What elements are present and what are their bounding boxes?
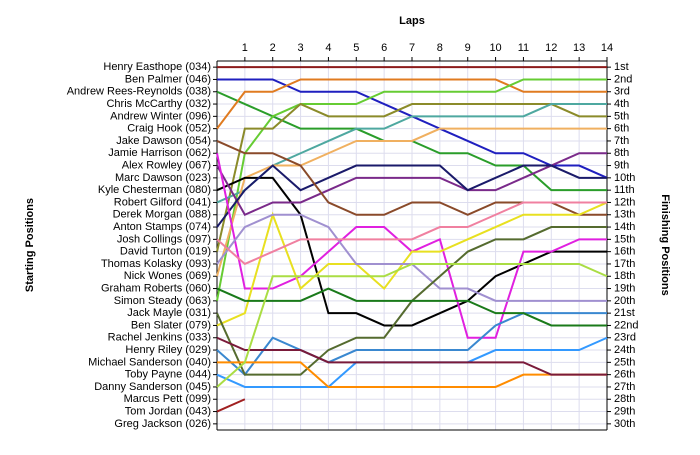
y2-tick-label: 19th — [614, 282, 635, 294]
y-tick-label: Thomas Kolasky (093) — [101, 258, 211, 270]
y2-tick-label: 14th — [614, 221, 635, 233]
y2-tick-label: 23rd — [614, 332, 636, 344]
x-tick-label: 13 — [573, 42, 585, 54]
y2-axis-title: Finishing Positions — [659, 194, 671, 295]
y-tick-label: Jamie Harrison (062) — [108, 147, 211, 159]
y2-tick-label: 30th — [614, 418, 635, 430]
y2-tick-label: 7th — [614, 135, 629, 147]
x-tick-label: 12 — [545, 42, 557, 54]
y-tick-label: Jack Mayle (031) — [127, 307, 211, 319]
y2-tick-label: 20th — [614, 295, 635, 307]
position-line — [216, 103, 607, 204]
y-tick-label: Danny Sanderson (045) — [94, 381, 211, 393]
y-tick-label: Henry Riley (029) — [125, 344, 211, 356]
y-tick-label: Kyle Chesterman (080) — [98, 184, 211, 196]
position-line — [216, 287, 607, 327]
y-tick-label: Derek Morgan (088) — [113, 209, 211, 221]
y-tick-label: Rachel Jenkins (033) — [108, 332, 211, 344]
y-tick-label: Tom Jordan (043) — [125, 405, 211, 417]
y2-tick-label: 27th — [614, 381, 635, 393]
y2-tick-label: 10th — [614, 172, 635, 184]
y-tick-label: Andrew Winter (096) — [110, 110, 211, 122]
y2-tick-label: 6th — [614, 123, 629, 135]
x-tick-label: 14 — [601, 42, 613, 54]
y-tick-label: Andrew Rees-Reynolds (038) — [67, 86, 211, 98]
y-tick-label: Graham Roberts (060) — [101, 282, 211, 294]
y2-tick-label: 2nd — [614, 73, 632, 85]
y2-tick-label: 4th — [614, 98, 629, 110]
y-tick-label: David Turton (019) — [120, 246, 211, 258]
y-tick-label: Jake Dawson (054) — [116, 135, 211, 147]
y2-tick-label: 18th — [614, 270, 635, 282]
position-line — [216, 78, 607, 130]
y-tick-label: Ben Palmer (046) — [125, 73, 211, 85]
y-tick-label: Marc Dawson (023) — [115, 172, 211, 184]
x-tick-label: 3 — [298, 42, 304, 54]
position-line — [216, 164, 607, 228]
y2-tick-label: 15th — [614, 233, 635, 245]
y-tick-label: Henry Easthope (034) — [103, 61, 211, 73]
y2-tick-label: 26th — [614, 369, 635, 381]
x-tick-label: 8 — [437, 42, 443, 54]
position-line — [216, 176, 607, 327]
position-line — [216, 152, 607, 217]
y2-tick-label: 8th — [614, 147, 629, 159]
y2-tick-label: 24th — [614, 344, 635, 356]
y2-tick-label: 29th — [614, 405, 635, 417]
x-tick-label: 7 — [409, 42, 415, 54]
y-tick-label: Anton Stamps (074) — [113, 221, 211, 233]
y2-tick-label: 13th — [614, 209, 635, 221]
x-tick-label: 10 — [489, 42, 501, 54]
y2-tick-label: 5th — [614, 110, 629, 122]
x-tick-label: 2 — [270, 42, 276, 54]
y2-tick-label: 28th — [614, 393, 635, 405]
position-line — [217, 361, 607, 388]
y-axis-title: Starting Positions — [24, 198, 36, 292]
y-tick-label: Ben Slater (079) — [131, 319, 211, 331]
y2-tick-label: 12th — [614, 196, 635, 208]
position-line — [216, 102, 607, 252]
x-tick-label: 9 — [465, 42, 471, 54]
y-tick-label: Toby Payne (044) — [125, 369, 211, 381]
y-tick-label: Marcus Pett (099) — [124, 393, 211, 405]
y-tick-label: Nick Wones (069) — [124, 270, 211, 282]
y-tick-label: Josh Collings (097) — [117, 233, 211, 245]
position-line — [216, 398, 246, 413]
y2-tick-label: 21st — [614, 307, 635, 319]
x-tick-label: 1 — [242, 42, 248, 54]
y-tick-label: Robert Gilford (041) — [114, 196, 211, 208]
position-line — [216, 336, 607, 376]
x-tick-label: 6 — [381, 42, 387, 54]
x-tick-label: 11 — [518, 42, 529, 54]
y2-tick-label: 17th — [614, 258, 635, 270]
y-tick-label: Craig Hook (052) — [127, 123, 211, 135]
y2-tick-label: 1st — [614, 61, 629, 73]
y2-tick-label: 16th — [614, 246, 635, 258]
position-line — [216, 201, 608, 327]
chart-title: Laps — [399, 15, 425, 27]
y-tick-label: Simon Steady (063) — [114, 295, 211, 307]
position-line — [216, 262, 608, 388]
position-line — [216, 312, 607, 377]
y-tick-label: Greg Jackson (026) — [114, 418, 211, 430]
y2-tick-label: 22nd — [614, 319, 638, 331]
x-tick-label: 5 — [353, 42, 359, 54]
position-line — [216, 78, 607, 302]
position-line — [216, 127, 607, 277]
y2-tick-label: 25th — [614, 356, 635, 368]
y2-tick-label: 3rd — [614, 86, 630, 98]
y-tick-label: Alex Rowley (067) — [122, 159, 211, 171]
y2-tick-label: 9th — [614, 159, 629, 171]
position-line — [216, 201, 607, 266]
y-tick-label: Chris McCarthy (032) — [106, 98, 211, 110]
x-tick-label: 4 — [325, 42, 331, 54]
y2-tick-label: 11th — [614, 184, 635, 196]
y-tick-label: Michael Sanderson (040) — [88, 356, 211, 368]
